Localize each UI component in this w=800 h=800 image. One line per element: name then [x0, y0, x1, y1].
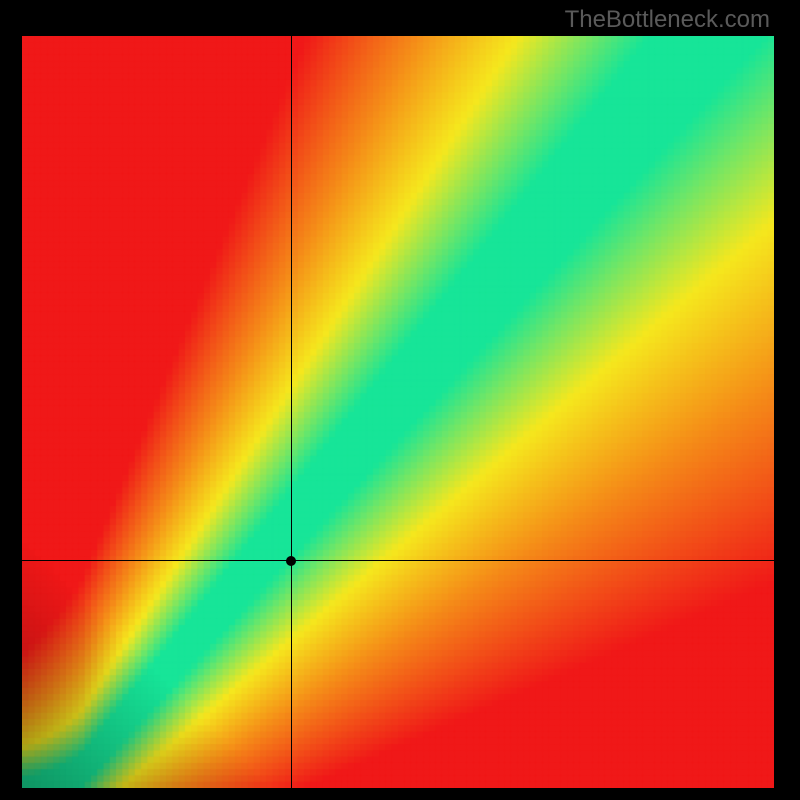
heatmap-canvas — [22, 36, 774, 788]
crosshair-vertical — [291, 36, 292, 788]
watermark-text: TheBottleneck.com — [565, 6, 770, 34]
chart-container: TheBottleneck.com — [0, 0, 800, 800]
crosshair-horizontal — [22, 560, 774, 561]
